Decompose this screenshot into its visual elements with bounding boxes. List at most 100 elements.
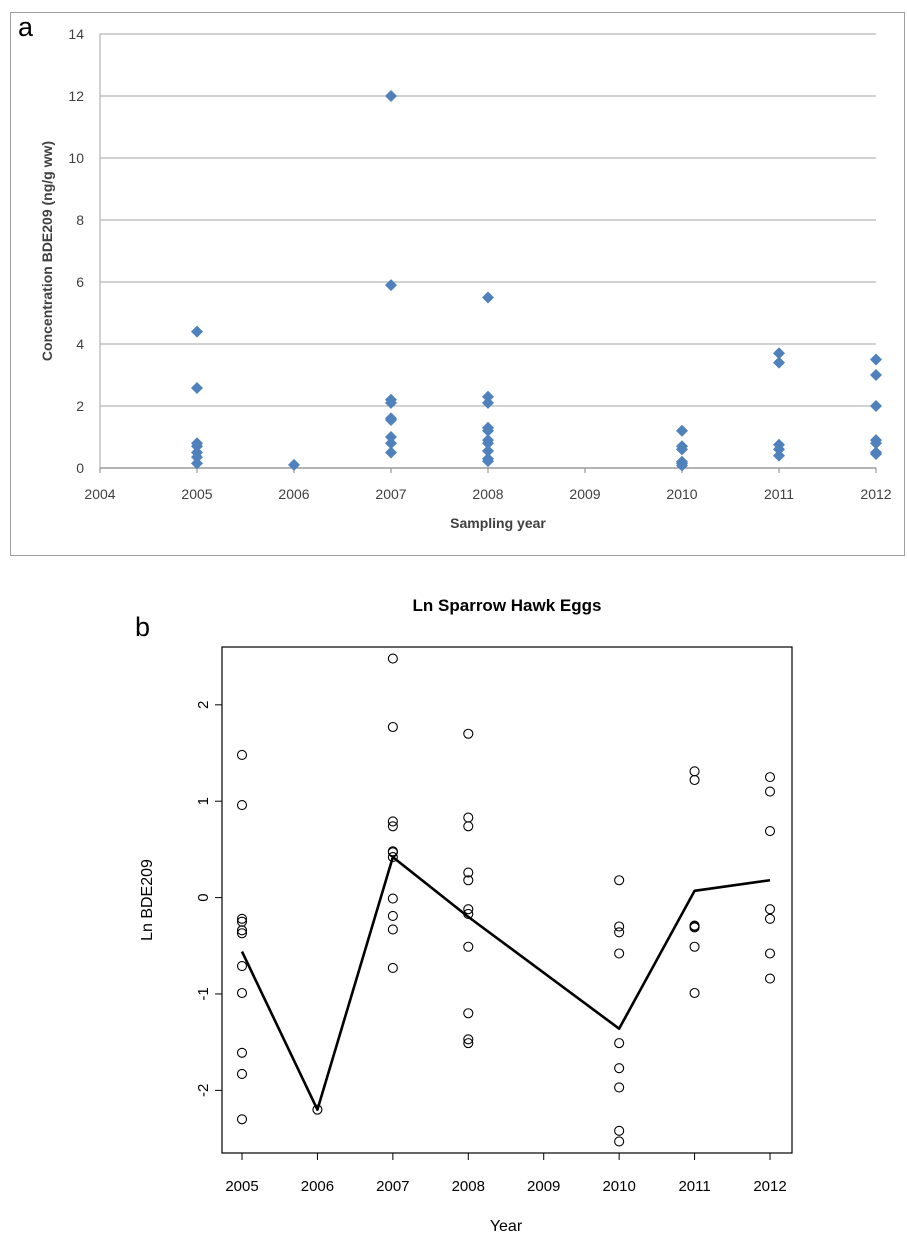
- data-point: [689, 922, 700, 933]
- data-point: [614, 1125, 625, 1136]
- data-point: [191, 457, 203, 470]
- x-axis-title: Year: [490, 1218, 523, 1235]
- data-point: [463, 812, 474, 823]
- data-point: [236, 800, 248, 811]
- y-tick-label: 4: [76, 336, 84, 352]
- data-point: [463, 941, 474, 952]
- data-point: [236, 928, 248, 939]
- data-point: [463, 904, 474, 915]
- x-tick-label: 2007: [376, 1178, 409, 1195]
- data-point: [614, 1063, 625, 1074]
- data-point: [387, 821, 398, 832]
- data-point: [236, 987, 248, 999]
- panel-a-label: a: [18, 12, 34, 42]
- data-point: [387, 816, 398, 827]
- data-point: [870, 448, 882, 461]
- chart-title: Ln Sparrow Hawk Eggs: [413, 596, 602, 615]
- data-point: [764, 904, 776, 915]
- panel-a-frame: [10, 12, 905, 556]
- data-point: [387, 653, 398, 664]
- y-tick-label: -2: [195, 1084, 212, 1097]
- data-point: [764, 786, 776, 797]
- data-point: [387, 924, 398, 935]
- data-point: [764, 772, 776, 783]
- data-point: [387, 721, 398, 733]
- x-tick-label: 2010: [602, 1178, 635, 1195]
- data-point: [387, 962, 398, 973]
- y-tick-label: -1: [195, 987, 212, 1000]
- data-point: [463, 1008, 474, 1019]
- data-point: [482, 390, 494, 403]
- data-point: [236, 925, 248, 936]
- data-point: [463, 728, 474, 739]
- y-tick-label: 6: [76, 274, 84, 290]
- data-point: [236, 1114, 248, 1125]
- data-point: [385, 90, 397, 102]
- y-tick-label: 0: [76, 460, 84, 476]
- x-tick-label: 2005: [181, 486, 212, 502]
- y-tick-label: 0: [195, 893, 212, 901]
- x-tick-label: 2008: [472, 486, 503, 502]
- data-point: [614, 1082, 625, 1093]
- data-point: [385, 437, 397, 450]
- chart-a: 0 2 4 6 8 10 12 14 2004 2005 2006 2007 2008 2009 2010 2…: [39, 26, 892, 531]
- data-point: [614, 927, 625, 938]
- data-point: [236, 1047, 248, 1058]
- data-point: [764, 948, 776, 959]
- plot-box: [221, 646, 793, 1154]
- data-point: [482, 455, 494, 468]
- data-point: [614, 1038, 625, 1049]
- data-point: [614, 875, 625, 886]
- data-point: [385, 413, 397, 426]
- y-tick-label: 12: [68, 88, 84, 104]
- x-tick-label: 2006: [301, 1178, 334, 1195]
- data-point: [773, 356, 785, 369]
- data-point: [482, 424, 494, 437]
- data-point: [288, 458, 300, 471]
- x-tick-label: 2011: [764, 486, 794, 502]
- data-point: [387, 910, 398, 921]
- data-point: [870, 369, 882, 381]
- data-point: [773, 347, 785, 360]
- data-point: [387, 847, 398, 858]
- data-point: [773, 443, 785, 456]
- data-point: [191, 440, 203, 453]
- x-tick-label: 2007: [375, 486, 406, 502]
- x-tick-label: 2005: [225, 1178, 258, 1195]
- data-point: [191, 451, 203, 464]
- data-point: [764, 973, 776, 984]
- data-point: [482, 444, 494, 457]
- y-tick-label: 2: [195, 701, 212, 709]
- x-tick-label: 2012: [860, 486, 891, 502]
- x-tick-label: 2011: [678, 1178, 710, 1195]
- y-tick-label: 2: [76, 398, 84, 414]
- data-point: [870, 353, 882, 366]
- data-point: [773, 449, 785, 462]
- x-axis-title: Sampling year: [450, 515, 546, 531]
- data-point: [385, 446, 397, 459]
- x-tick-label: 2010: [666, 486, 697, 502]
- y-tick-label: 14: [68, 26, 84, 42]
- data-point: [191, 382, 203, 395]
- data-point: [614, 921, 625, 932]
- data-point: [463, 821, 474, 832]
- data-point: [236, 1068, 248, 1080]
- data-point: [689, 774, 700, 786]
- data-point: [482, 437, 494, 450]
- x-tick-label: 2004: [84, 486, 115, 502]
- data-point: [236, 960, 248, 972]
- data-point: [482, 396, 494, 409]
- x-tick-label: 2009: [527, 1178, 560, 1195]
- data-point: [463, 908, 474, 920]
- data-point: [236, 749, 248, 760]
- data-point: [676, 459, 688, 472]
- data-point: [614, 1136, 625, 1147]
- data-point: [676, 443, 688, 456]
- data-point: [870, 437, 882, 450]
- data-point: [764, 913, 776, 924]
- data-point: [689, 941, 700, 952]
- x-tick-label: 2009: [569, 486, 600, 502]
- data-point: [463, 1038, 474, 1049]
- data-point: [236, 913, 248, 924]
- data-point: [312, 1104, 323, 1115]
